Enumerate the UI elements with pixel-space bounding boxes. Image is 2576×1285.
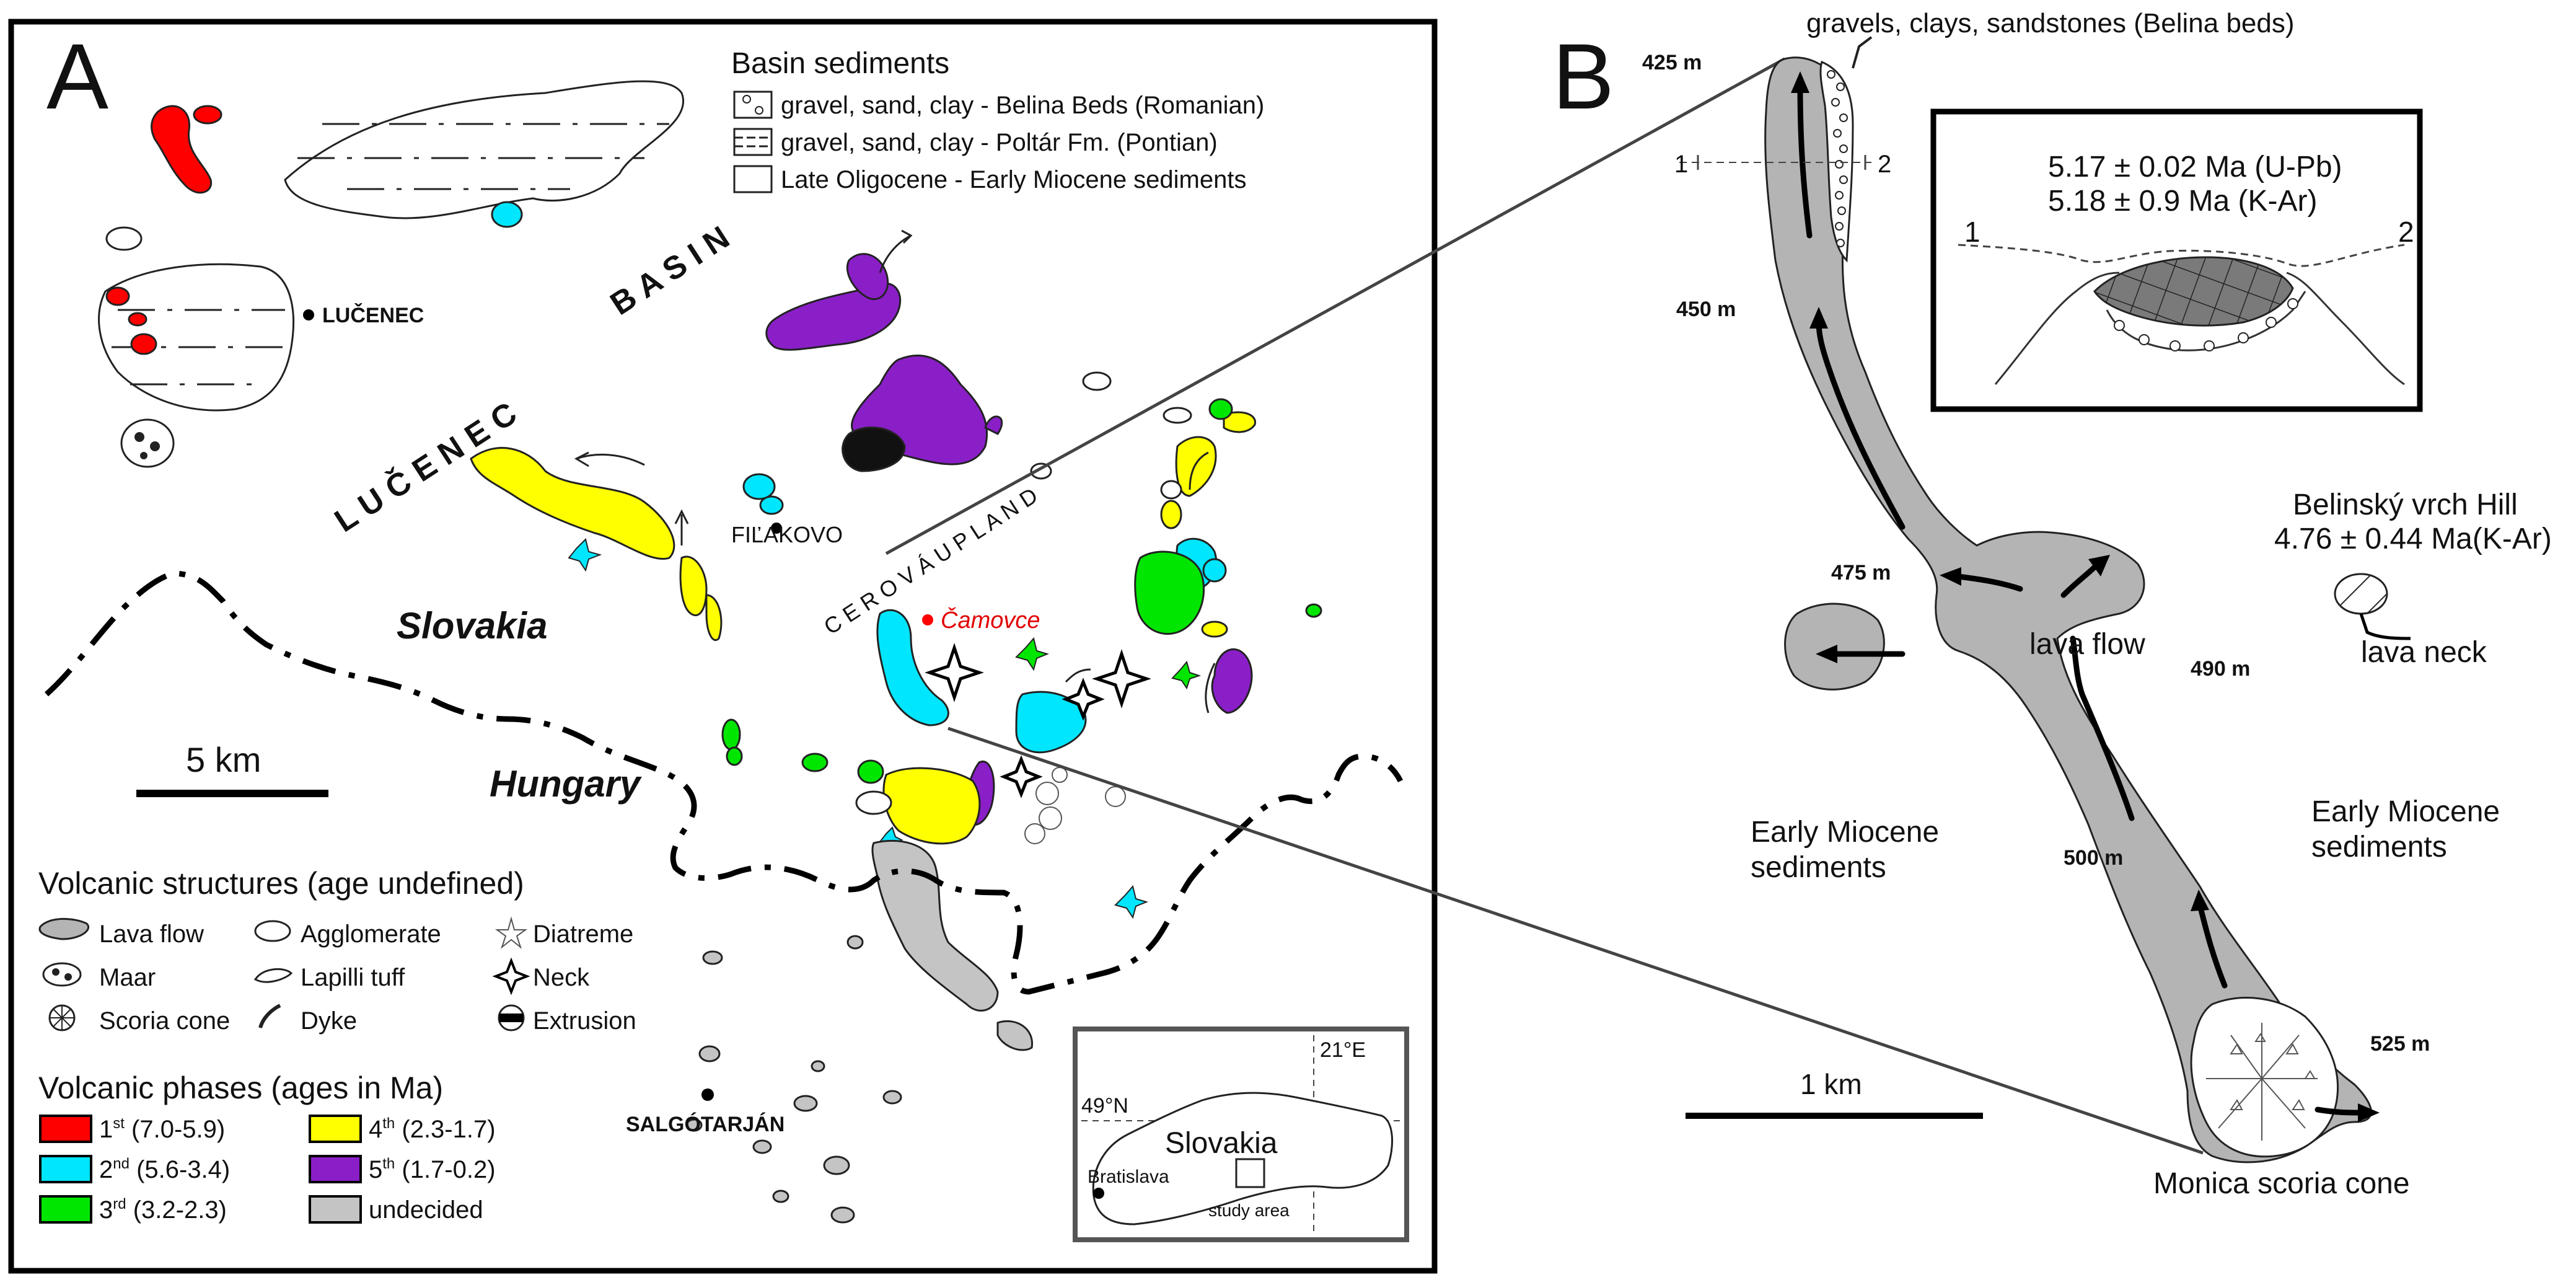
scoria-cone-pattern	[2206, 1023, 2318, 1141]
inset-capital: Bratislava	[1088, 1167, 1169, 1187]
salgotarjan-point	[701, 1088, 714, 1101]
sediments-right-line-1: Early Miocene	[2311, 795, 2500, 828]
camovce-point	[922, 614, 933, 625]
label-salgotarjan: SALGÓTARJÁN	[626, 1113, 785, 1136]
elevation-425: 425 m	[1642, 51, 1702, 74]
phase-swatch-undecided	[309, 1195, 362, 1224]
cross-section-inset: 5.17 ± 0.02 Ma (U-Pb) 5.18 ± 0.9 Ma (K-A…	[1930, 108, 2423, 412]
flow-arrows	[574, 229, 1216, 713]
elevation-500: 500 m	[2064, 846, 2123, 870]
phase-5-bodies	[765, 253, 1253, 826]
inset-mark-1: 1	[1964, 216, 1980, 248]
sediments-right-line-2: sediments	[2311, 831, 2447, 863]
label-slovakia: Slovakia	[397, 605, 548, 647]
lava-neck-label: lava neck	[2361, 636, 2487, 669]
basin-legend-title: Basin sediments	[731, 47, 949, 80]
basin-legend: Basin sediments gravel, sand, clay - Bel…	[731, 47, 1264, 193]
scale-label-b: 1 km	[1800, 1068, 1862, 1100]
undecided-bodies	[685, 839, 1033, 1224]
legend-neck: Neck	[533, 964, 590, 991]
basin-sediment-areas	[98, 80, 684, 412]
connector-bottom	[947, 726, 2204, 1155]
phase-label-5: 5th (1.7-0.2)	[369, 1155, 496, 1183]
belinsky-neck-symbol	[2334, 573, 2388, 615]
elevation-490: 490 m	[2191, 657, 2250, 681]
phases-legend: Volcanic phases (ages in Ma) 1st (7.0-5.…	[38, 1071, 496, 1224]
lava-flow-label: lava flow	[2029, 628, 2145, 661]
slovakia-inset: 21°E 49°N Slovakia Bratislava study area	[1073, 1027, 1409, 1242]
belinsky-label: Belinský vrch Hill	[2293, 488, 2518, 521]
inset-latitude: 49°N	[1081, 1094, 1128, 1118]
scale-label-a: 5 km	[186, 740, 261, 779]
phase-swatch-5	[309, 1155, 362, 1183]
scoria-cone-area	[2190, 997, 2339, 1158]
basin-legend-item-belina: gravel, sand, clay - Belina Beds (Romani…	[781, 92, 1264, 119]
phase-swatch-3	[39, 1195, 92, 1224]
panel-b: B	[1552, 8, 2552, 1200]
label-camovce: Čamovce	[941, 606, 1040, 634]
phase-3-bodies	[721, 398, 1322, 784]
phase-label-2: 2nd (5.6-3.4)	[99, 1155, 230, 1183]
elevation-525: 525 m	[2370, 1032, 2430, 1056]
label-lucenec: LUČENEC	[322, 303, 424, 327]
phase-4-bodies	[470, 411, 1256, 845]
elevation-475: 475 m	[1831, 561, 1891, 585]
sediments-left-line-1: Early Miocene	[1751, 816, 1939, 849]
phase-swatch-1	[39, 1115, 92, 1143]
phase-1-bodies	[105, 105, 222, 355]
elevation-450: 450 m	[1676, 298, 1736, 321]
phase-label-4: 4th (2.3-1.7)	[369, 1115, 496, 1143]
legend-dyke: Dyke	[301, 1007, 357, 1035]
legend-diatreme: Diatreme	[533, 921, 633, 948]
maar-symbol	[120, 418, 175, 468]
phase-swatch-4	[309, 1115, 362, 1143]
inset-country: Slovakia	[1165, 1127, 1278, 1160]
misc-volcanic-symbols	[855, 371, 1192, 844]
inset-longitude: 21°E	[1320, 1038, 1366, 1062]
panel-b-letter: B	[1552, 24, 1614, 128]
lucenec-point	[303, 309, 314, 320]
filakovo-point	[771, 523, 782, 534]
connector-top	[885, 57, 1786, 555]
phase-swatch-2	[39, 1155, 92, 1183]
structures-legend-title: Volcanic structures (age undefined)	[38, 866, 524, 901]
label-hungary: Hungary	[490, 763, 642, 805]
legend-agglomerate: Agglomerate	[301, 921, 441, 948]
inset-age-kar: 5.18 ± 0.9 Ma (K-Ar)	[2048, 185, 2317, 218]
inset-mark-2: 2	[2398, 216, 2414, 248]
inset-study-area: study area	[1208, 1201, 1290, 1220]
scoria-cone-label: Monica scoria cone	[2153, 1167, 2410, 1200]
basin-legend-item-poltar: gravel, sand, clay - Poltár Fm. (Pontian…	[781, 129, 1218, 156]
phase-label-3: 3rd (3.2-2.3)	[99, 1196, 227, 1224]
basin-legend-item-oligocene: Late Oligocene - Early Miocene sediments	[781, 166, 1246, 193]
legend-maar: Maar	[99, 964, 156, 991]
flow-direction-arrows	[1791, 71, 2380, 1122]
label-filakovo: FIĽAKOVO	[731, 522, 843, 547]
legend-lapilli-tuff: Lapilli tuff	[301, 964, 405, 991]
sediments-left-line-2: sediments	[1751, 851, 1886, 884]
belina-gravels	[1827, 70, 1848, 247]
legend-lava-flow: Lava flow	[99, 921, 204, 948]
structures-legend: Volcanic structures (age undefined) Lava…	[38, 866, 636, 1035]
section-mark-1: 1	[1674, 151, 1688, 178]
legend-scoria-cone: Scoria cone	[99, 1007, 230, 1035]
inset-age-upb: 5.17 ± 0.02 Ma (U-Pb)	[2048, 151, 2342, 183]
phase-label-1: 1st (7.0-5.9)	[99, 1115, 225, 1143]
panel-a-letter: A	[46, 24, 108, 128]
section-mark-2: 2	[1878, 151, 1891, 178]
belina-beds-label: gravels, clays, sandstones (Belina beds)	[1806, 8, 2295, 38]
legend-extrusion: Extrusion	[533, 1007, 636, 1035]
phase-label-undecided: undecided	[369, 1196, 483, 1224]
panel-a: A	[8, 19, 1438, 1274]
phases-legend-title: Volcanic phases (ages in Ma)	[38, 1071, 443, 1105]
belinsky-age: 4.76 ± 0.44 Ma(K-Ar)	[2274, 523, 2552, 555]
